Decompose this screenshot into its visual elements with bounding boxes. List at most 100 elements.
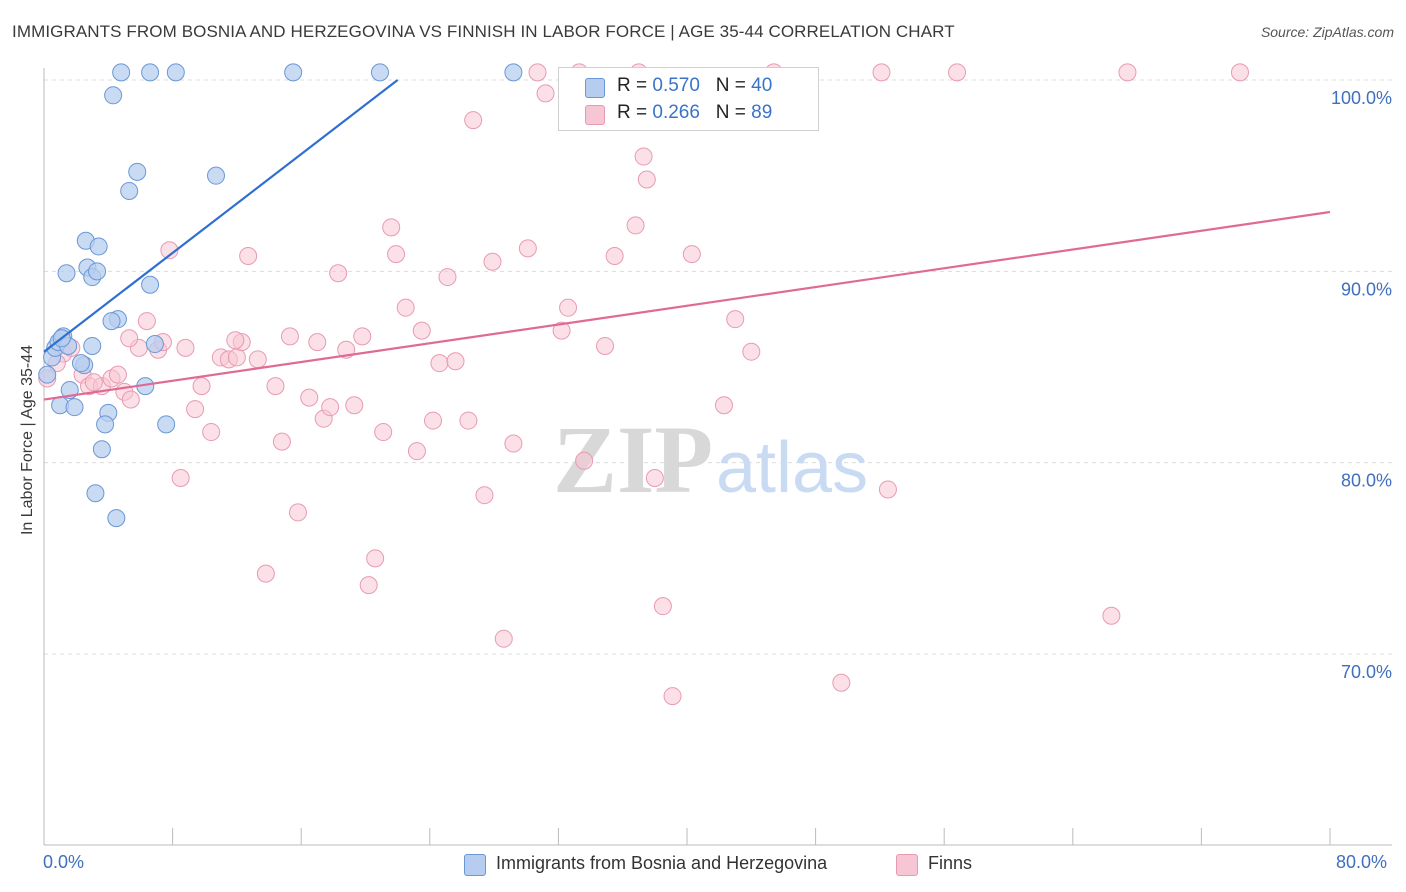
finns-point bbox=[374, 423, 393, 442]
bosnia-point bbox=[92, 440, 111, 459]
finns-point bbox=[345, 396, 364, 415]
y-tick-labels: 100.0% 90.0% 80.0% 70.0% bbox=[1331, 88, 1392, 682]
finns-point bbox=[682, 245, 701, 264]
legend-swatch-bosnia bbox=[585, 78, 605, 98]
finns-point bbox=[645, 468, 664, 487]
finns-point bbox=[653, 597, 672, 616]
finns-point bbox=[120, 329, 139, 348]
finns-point bbox=[226, 331, 245, 350]
legend-r-label: R = bbox=[617, 102, 653, 123]
legend-swatch-finns bbox=[585, 105, 605, 125]
finns-point bbox=[329, 264, 348, 283]
finns-point bbox=[176, 338, 195, 357]
finns-point bbox=[536, 84, 555, 103]
finns-point bbox=[280, 327, 299, 346]
bosnia-point bbox=[120, 181, 139, 200]
finns-trendline bbox=[43, 210, 1331, 401]
finns-point bbox=[438, 268, 457, 287]
bosnia-point bbox=[83, 336, 102, 355]
finns-point bbox=[626, 216, 645, 235]
axes bbox=[43, 68, 1392, 846]
finns-point bbox=[726, 310, 745, 329]
stats-legend: R = 0.570 N = 40 R = 0.266 N = 89 bbox=[558, 67, 819, 131]
finns-point bbox=[308, 333, 327, 352]
finns-point bbox=[464, 111, 483, 130]
finns-point bbox=[256, 564, 275, 583]
finns-point bbox=[192, 377, 211, 396]
finns-point bbox=[559, 298, 578, 317]
bosnia-points bbox=[38, 63, 523, 528]
finns-point bbox=[446, 352, 465, 371]
finns-point bbox=[1102, 606, 1121, 625]
trendlines bbox=[43, 79, 1331, 401]
bosnia-point bbox=[504, 63, 523, 82]
finns-point bbox=[382, 218, 401, 237]
bosnia-point bbox=[145, 335, 164, 354]
bottom-legend-swatch-finns bbox=[896, 854, 918, 876]
finns-point bbox=[108, 365, 127, 384]
finns-point bbox=[84, 373, 103, 392]
bosnia-point bbox=[207, 166, 226, 185]
finns-point bbox=[300, 388, 319, 407]
finns-point bbox=[248, 350, 267, 369]
y-tick-label: 90.0% bbox=[1341, 279, 1392, 299]
finns-point bbox=[353, 327, 372, 346]
finns-point bbox=[359, 576, 378, 595]
y-tick-label: 70.0% bbox=[1341, 662, 1392, 682]
finns-point bbox=[637, 170, 656, 189]
source-label: Source: ZipAtlas.com bbox=[1260, 24, 1394, 40]
finns-point bbox=[832, 673, 851, 692]
bosnia-point bbox=[284, 63, 303, 82]
legend-r-value: 0.266 bbox=[652, 102, 700, 123]
bosnia-point bbox=[96, 415, 115, 434]
y-tick-label: 100.0% bbox=[1331, 88, 1392, 108]
finns-point bbox=[878, 480, 897, 499]
finns-point bbox=[483, 252, 502, 271]
legend-n-label: N = bbox=[715, 102, 752, 123]
finns-point bbox=[605, 247, 624, 266]
finns-point bbox=[742, 342, 761, 361]
finns-point bbox=[552, 321, 571, 340]
bosnia-point bbox=[104, 86, 123, 105]
finns-point bbox=[475, 486, 494, 505]
bosnia-point bbox=[71, 354, 90, 373]
finns-point bbox=[171, 468, 190, 487]
finns-point bbox=[1230, 63, 1249, 82]
bosnia-point bbox=[128, 162, 147, 181]
bottom-legend-swatch-bosnia bbox=[464, 854, 486, 876]
bosnia-point bbox=[38, 365, 57, 384]
finns-point bbox=[121, 390, 140, 409]
finns-point bbox=[227, 348, 246, 367]
y-axis-label-wrap: In Labor Force | Age 35-44 bbox=[16, 240, 40, 640]
finns-point bbox=[596, 336, 615, 355]
finns-point bbox=[504, 434, 523, 453]
bottom-legend-label-finns: Finns bbox=[928, 853, 973, 873]
bosnia-point bbox=[102, 312, 121, 331]
finns-point bbox=[366, 549, 385, 568]
finns-point bbox=[288, 503, 307, 522]
finns-point bbox=[634, 147, 653, 166]
finns-point bbox=[387, 245, 406, 264]
finns-point bbox=[412, 321, 431, 340]
bosnia-point bbox=[65, 398, 84, 417]
y-axis-label: In Labor Force | Age 35-44 bbox=[19, 344, 36, 536]
finns-point bbox=[948, 63, 967, 82]
bosnia-point bbox=[157, 415, 176, 434]
finns-point bbox=[272, 432, 291, 451]
finns-point bbox=[459, 411, 478, 430]
finns-point bbox=[160, 241, 179, 260]
finns-point bbox=[202, 423, 221, 442]
legend-r-value: 0.570 bbox=[652, 75, 700, 96]
chart-title: IMMIGRANTS FROM BOSNIA AND HERZEGOVINA V… bbox=[12, 22, 955, 41]
x-tick-label-max: 80.0% bbox=[1336, 852, 1388, 872]
finns-point bbox=[663, 687, 682, 706]
legend-n-value: 40 bbox=[751, 75, 773, 96]
finns-point bbox=[424, 411, 443, 430]
y-tick-label: 80.0% bbox=[1341, 471, 1392, 491]
bosnia-point bbox=[112, 63, 131, 82]
bosnia-point bbox=[107, 509, 126, 528]
bosnia-point bbox=[141, 275, 160, 294]
legend-r-label: R = bbox=[617, 75, 653, 96]
finns-point bbox=[518, 239, 537, 258]
